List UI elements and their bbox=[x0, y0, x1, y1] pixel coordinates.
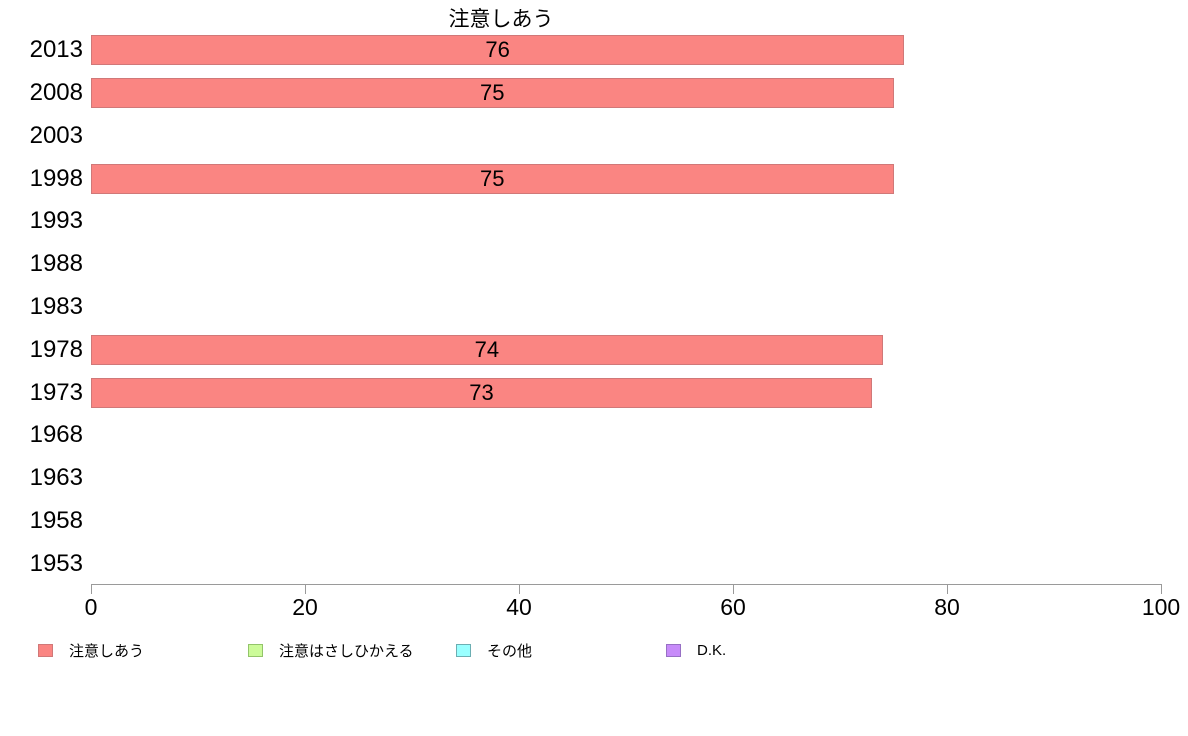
legend-label: D.K. bbox=[697, 641, 727, 659]
legend-swatch bbox=[666, 643, 681, 657]
y-axis-label: 1968 bbox=[29, 421, 83, 449]
chart-title: 注意しあう bbox=[448, 8, 554, 31]
x-axis-tick bbox=[732, 584, 734, 594]
chart-row: 1998 75 bbox=[30, 157, 1161, 200]
legend-item: D.K. bbox=[666, 638, 726, 662]
y-axis-label: 2003 bbox=[29, 121, 83, 149]
bar-value-label: 75 bbox=[480, 80, 505, 106]
plot-area: 2013 76 2008 75 2003 1998 75 1993 1988 1983 1978 74… bbox=[30, 29, 1161, 585]
bar-value-label: 74 bbox=[474, 336, 500, 362]
x-axis-tick bbox=[304, 584, 306, 594]
y-axis-label: 2008 bbox=[29, 79, 83, 107]
chart-row: 2003 bbox=[30, 115, 1161, 158]
y-axis-label: 1963 bbox=[29, 464, 83, 492]
x-axis-line bbox=[91, 584, 1162, 585]
x-axis-tick-label: 100 bbox=[1141, 594, 1181, 620]
chart-row: 1973 73 bbox=[30, 371, 1161, 414]
legend-item: 注意はさしひかえる bbox=[248, 638, 414, 662]
bar: 73 bbox=[91, 377, 873, 408]
chart-row: 1993 bbox=[30, 200, 1161, 243]
bar: 74 bbox=[91, 334, 883, 365]
x-axis-tick-label: 0 bbox=[84, 594, 98, 620]
x-axis-tick bbox=[1160, 584, 1162, 594]
legend-label: その他 bbox=[487, 642, 533, 660]
chart-row: 2008 75 bbox=[30, 72, 1161, 115]
chart-row: 1983 bbox=[30, 286, 1161, 329]
legend-swatch bbox=[38, 643, 53, 657]
x-axis-tick-label: 40 bbox=[506, 594, 532, 620]
legend-swatch bbox=[248, 643, 263, 657]
legend-label: 注意しあう bbox=[69, 642, 145, 660]
y-axis-label: 1953 bbox=[29, 549, 83, 577]
y-axis-label: 1998 bbox=[29, 164, 83, 192]
y-axis-label: 1973 bbox=[29, 378, 83, 406]
y-axis-label: 1983 bbox=[29, 292, 83, 320]
bar-value-label: 75 bbox=[480, 165, 505, 191]
x-axis-tick bbox=[518, 584, 520, 594]
y-axis-label: 1958 bbox=[29, 506, 83, 534]
x-axis-tick bbox=[946, 584, 948, 594]
chart-row: 1968 bbox=[30, 414, 1161, 457]
chart-row: 1988 bbox=[30, 243, 1161, 286]
x-axis-tick-label: 20 bbox=[292, 594, 318, 620]
x-axis-tick-label: 60 bbox=[720, 594, 746, 620]
bar-value-label: 73 bbox=[469, 379, 494, 405]
y-axis-label: 1988 bbox=[29, 250, 83, 278]
chart-row: 1978 74 bbox=[30, 328, 1161, 371]
y-axis-label: 1993 bbox=[29, 207, 83, 235]
legend: 注意しあう 注意はさしひかえる その他 D.K. bbox=[0, 638, 1188, 662]
chart-row: 1963 bbox=[30, 457, 1161, 500]
bar: 76 bbox=[91, 35, 905, 66]
y-axis-label: 2013 bbox=[29, 36, 83, 64]
x-axis-tick-label: 80 bbox=[934, 594, 960, 620]
legend-item: 注意しあう bbox=[38, 638, 144, 662]
legend-label: 注意はさしひかえる bbox=[279, 642, 414, 660]
legend-item: その他 bbox=[456, 638, 532, 662]
chart-row: 1958 bbox=[30, 499, 1161, 542]
y-axis-label: 1978 bbox=[29, 335, 83, 363]
x-axis: 0 20 40 60 80 100 bbox=[85, 584, 1180, 624]
bar: 75 bbox=[91, 78, 894, 109]
bar-value-label: 76 bbox=[485, 37, 510, 63]
bar: 75 bbox=[91, 163, 894, 194]
chart-row: 2013 76 bbox=[30, 29, 1161, 72]
x-axis-tick bbox=[90, 584, 92, 594]
chart-row: 1953 bbox=[30, 542, 1161, 585]
legend-swatch bbox=[456, 643, 471, 657]
